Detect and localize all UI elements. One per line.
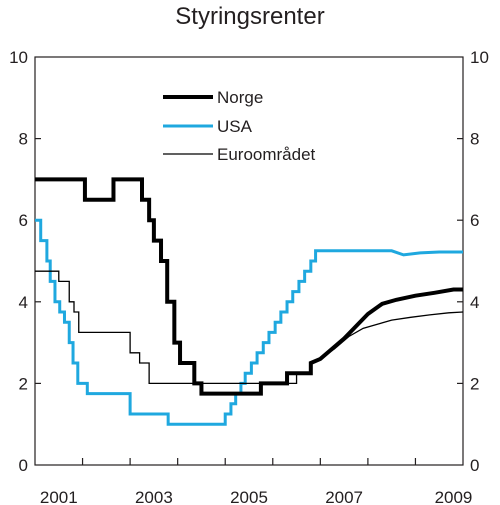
y-tick-label-left: 0 [19,456,28,475]
series-line-norge [35,177,463,396]
x-tick-label: 2009 [435,488,473,505]
y-tick-label-left: 8 [19,130,28,149]
x-tick-label: 2005 [230,488,268,505]
legend-label-euroomradet: Euroområdet [217,145,316,164]
legend: Norge USA Euroområdet [163,88,316,164]
y-axis-left: 0 2 4 6 8 10 [9,48,41,475]
x-tick-label: 2001 [40,488,78,505]
plot-frame [34,56,464,466]
x-tick-label: 2007 [325,488,363,505]
y-axis-right: 0 2 4 6 8 10 [457,48,489,475]
y-tick-label-right: 8 [470,130,479,149]
x-axis: 2001 2003 2005 2007 2009 [40,458,473,505]
series-line-euroomradet [35,270,464,385]
y-tick-label-left: 10 [9,48,28,67]
y-tick-label-right: 10 [470,48,489,67]
y-tick-label-right: 6 [470,211,479,230]
y-tick-label-left: 6 [19,211,28,230]
legend-label-usa: USA [217,117,253,136]
y-tick-label-left: 2 [19,374,28,393]
series-line-usa [35,218,463,426]
series-lines [35,177,464,426]
y-tick-label-right: 2 [470,374,479,393]
x-tick-label: 2003 [135,488,173,505]
y-tick-label-left: 4 [19,293,28,312]
chart-title: Styringsrenter [175,3,324,30]
y-tick-label-right: 4 [470,293,479,312]
y-tick-label-right: 0 [470,456,479,475]
legend-label-norge: Norge [217,88,263,107]
